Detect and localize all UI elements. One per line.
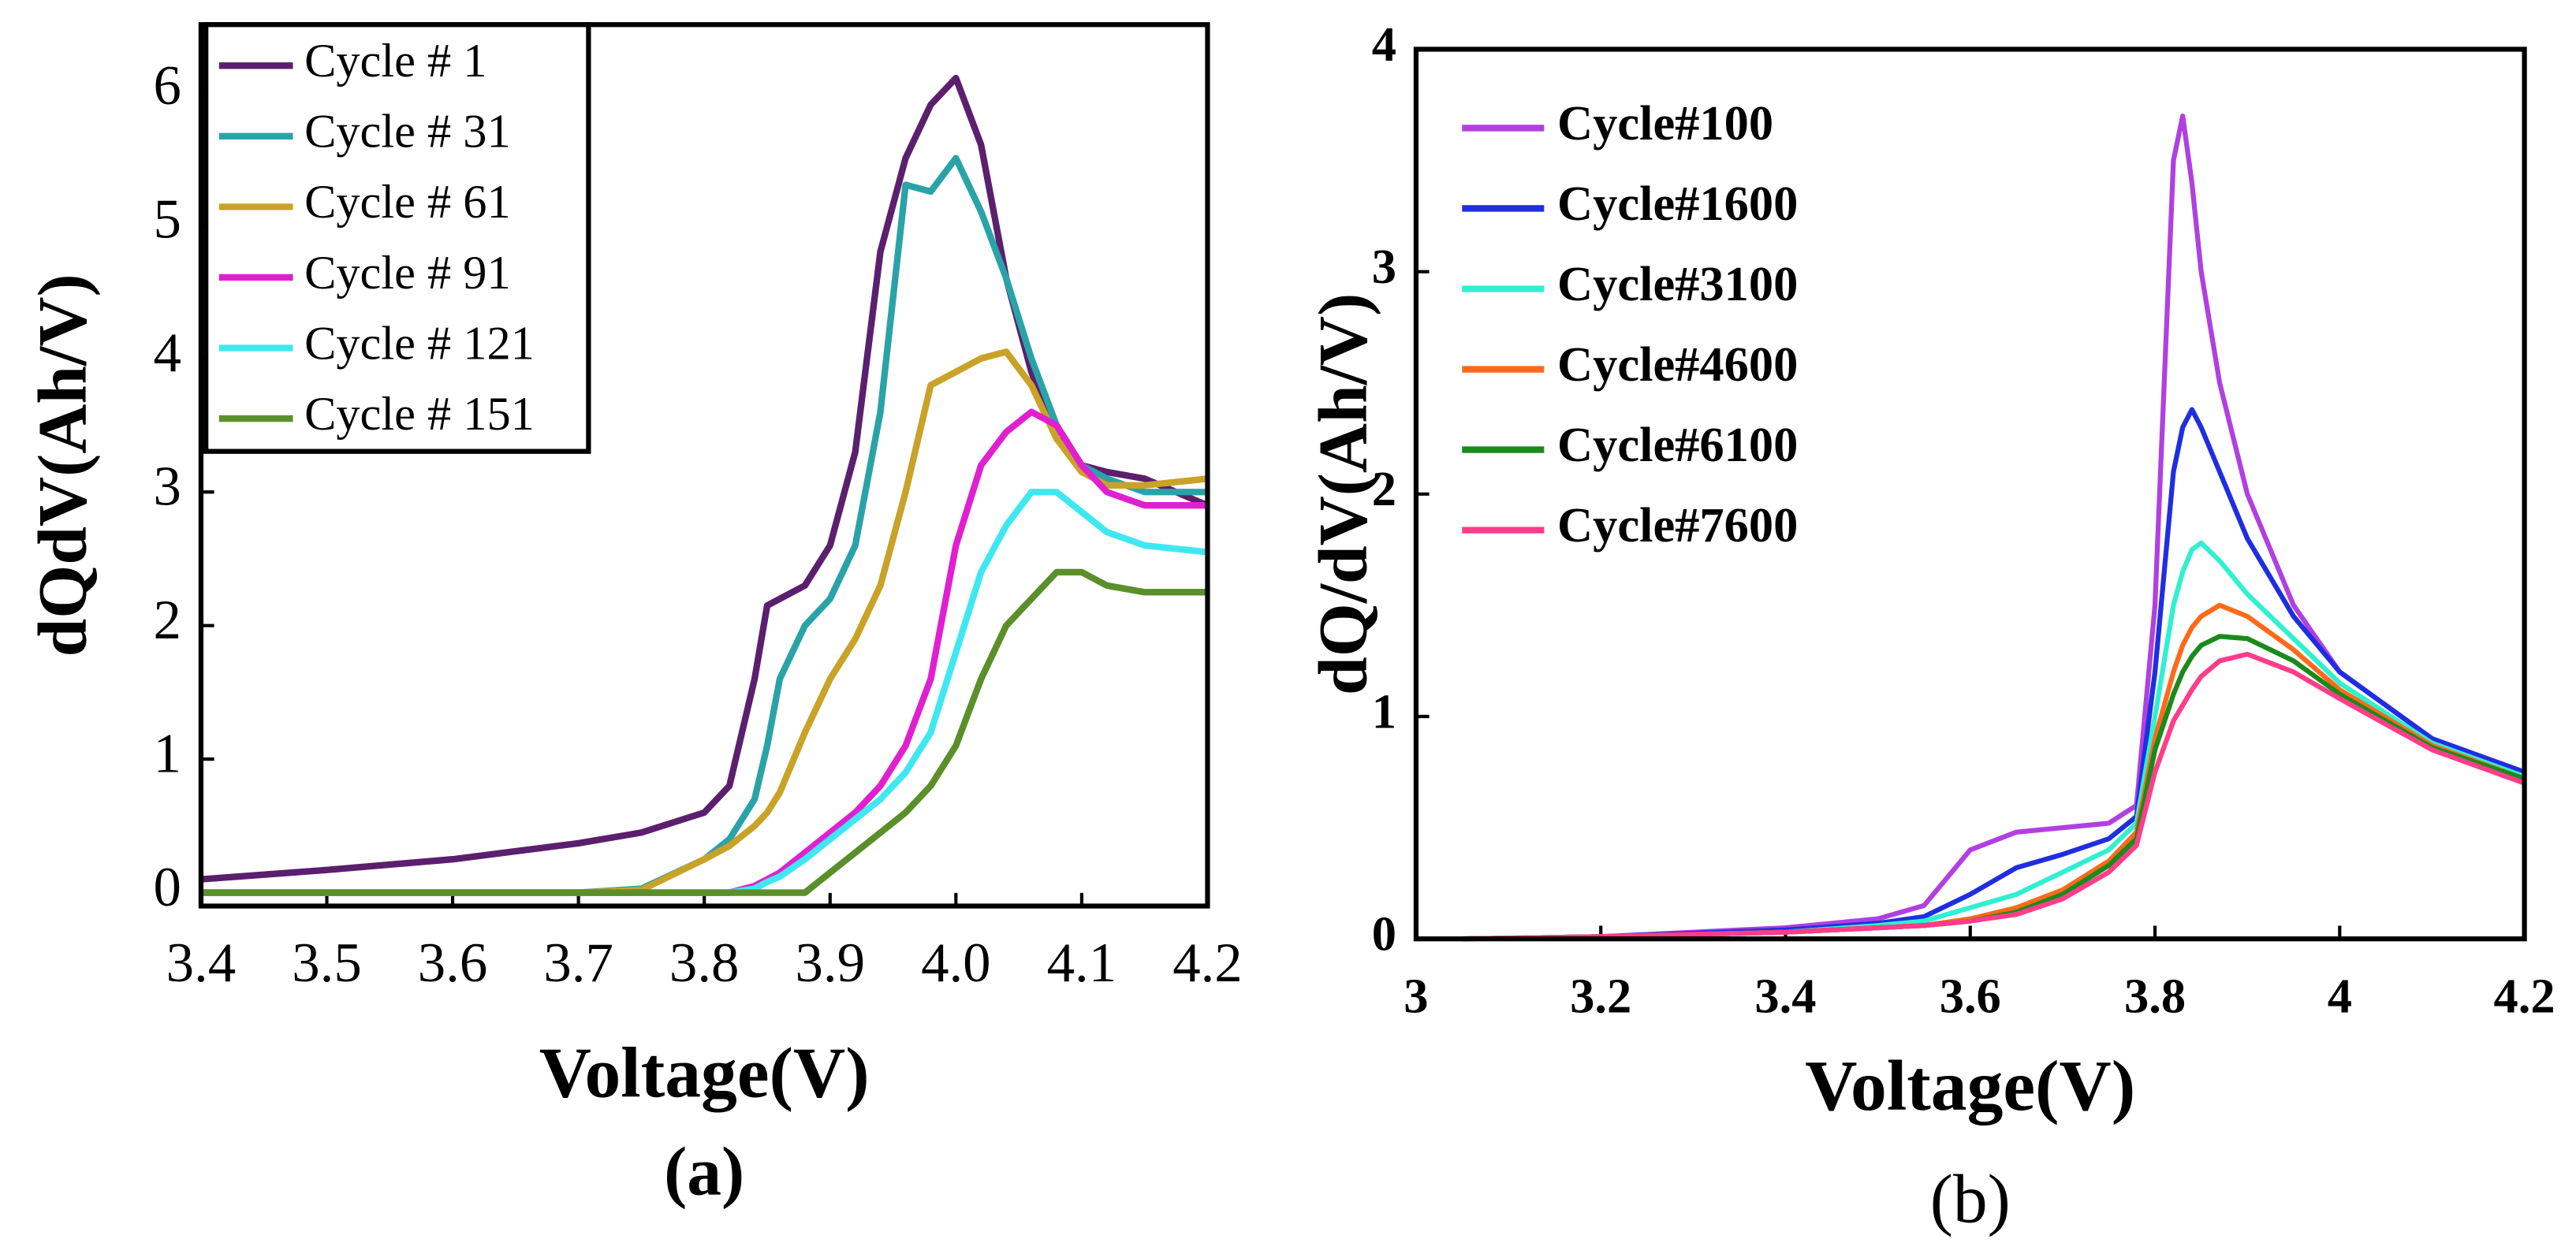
y-tick-label: 3 [154, 456, 181, 518]
x-tick-label: 4.2 [2494, 969, 2555, 1024]
legend-label: Cycle # 91 [304, 247, 511, 300]
y-tick-label: 0 [154, 857, 181, 918]
legend-label: Cycle#100 [1557, 95, 1773, 151]
legend-label: Cycle#1600 [1557, 176, 1798, 231]
data-line [1462, 602, 2526, 942]
x-tick-label: 3.6 [1940, 969, 2001, 1024]
legend-label: Cycle#4600 [1557, 337, 1798, 392]
y-tick-label: 2 [154, 590, 181, 651]
legend-box [203, 22, 591, 454]
y-tick-label: 6 [154, 55, 181, 117]
legend-label: Cycle # 1 [304, 35, 486, 87]
x-tick-label: 4.2 [1172, 932, 1243, 994]
legend-label: Cycle # 151 [304, 388, 535, 441]
legend-label: Cycle#7600 [1557, 497, 1798, 553]
x-tick-label: 3.8 [669, 932, 740, 994]
y-tick-label: 1 [154, 723, 181, 784]
y-tick-label: 0 [1372, 906, 1396, 962]
y-tick-label: 5 [154, 189, 181, 251]
x-tick-label: 3.4 [1754, 969, 1816, 1024]
x-tick-label: 4 [2328, 969, 2352, 1024]
x-tick-label: 3.5 [292, 932, 362, 994]
legend-label: Cycle # 31 [304, 106, 511, 158]
caption: (a) [664, 1133, 744, 1209]
data-line [1462, 651, 2526, 942]
legend-label: Cycle#3100 [1557, 256, 1798, 311]
y-tick-label: 2 [1372, 461, 1396, 516]
data-line [200, 408, 1208, 896]
y-tick-label: 1 [1372, 683, 1396, 739]
y-axis-label: dQ/dV(Ah/V) [1305, 293, 1381, 695]
data-line [1462, 634, 2526, 942]
y-tick-label: 3 [1372, 239, 1396, 294]
legend-label: Cycle#6100 [1557, 417, 1798, 472]
legend-label: Cycle # 121 [304, 317, 535, 370]
y-tick-label: 4 [154, 322, 181, 384]
x-tick-label: 3.7 [543, 932, 613, 994]
x-axis-label: Voltage(V) [539, 1032, 870, 1112]
data-line [1462, 113, 2526, 942]
data-line [200, 568, 1208, 896]
x-tick-label: 3.4 [166, 932, 237, 994]
x-tick-label: 3 [1404, 969, 1428, 1024]
caption: (b) [1930, 1161, 2011, 1237]
x-tick-label: 3.6 [418, 932, 488, 994]
axes-frame [198, 22, 1210, 909]
x-tick-label: 3.2 [1570, 969, 1631, 1024]
axes-frame [1413, 47, 2527, 942]
x-axis-label: Voltage(V) [1805, 1045, 2135, 1126]
y-axis-label: dQdV(Ah/V) [24, 273, 100, 657]
data-line [1462, 407, 2526, 942]
legend-label: Cycle # 61 [304, 176, 511, 229]
x-tick-label: 3.8 [2124, 969, 2186, 1024]
x-tick-label: 4.0 [921, 932, 991, 994]
data-line [1462, 540, 2526, 942]
data-line [200, 489, 1208, 896]
x-tick-label: 3.9 [796, 932, 866, 994]
x-tick-label: 4.1 [1047, 932, 1117, 994]
y-tick-label: 4 [1372, 17, 1396, 72]
